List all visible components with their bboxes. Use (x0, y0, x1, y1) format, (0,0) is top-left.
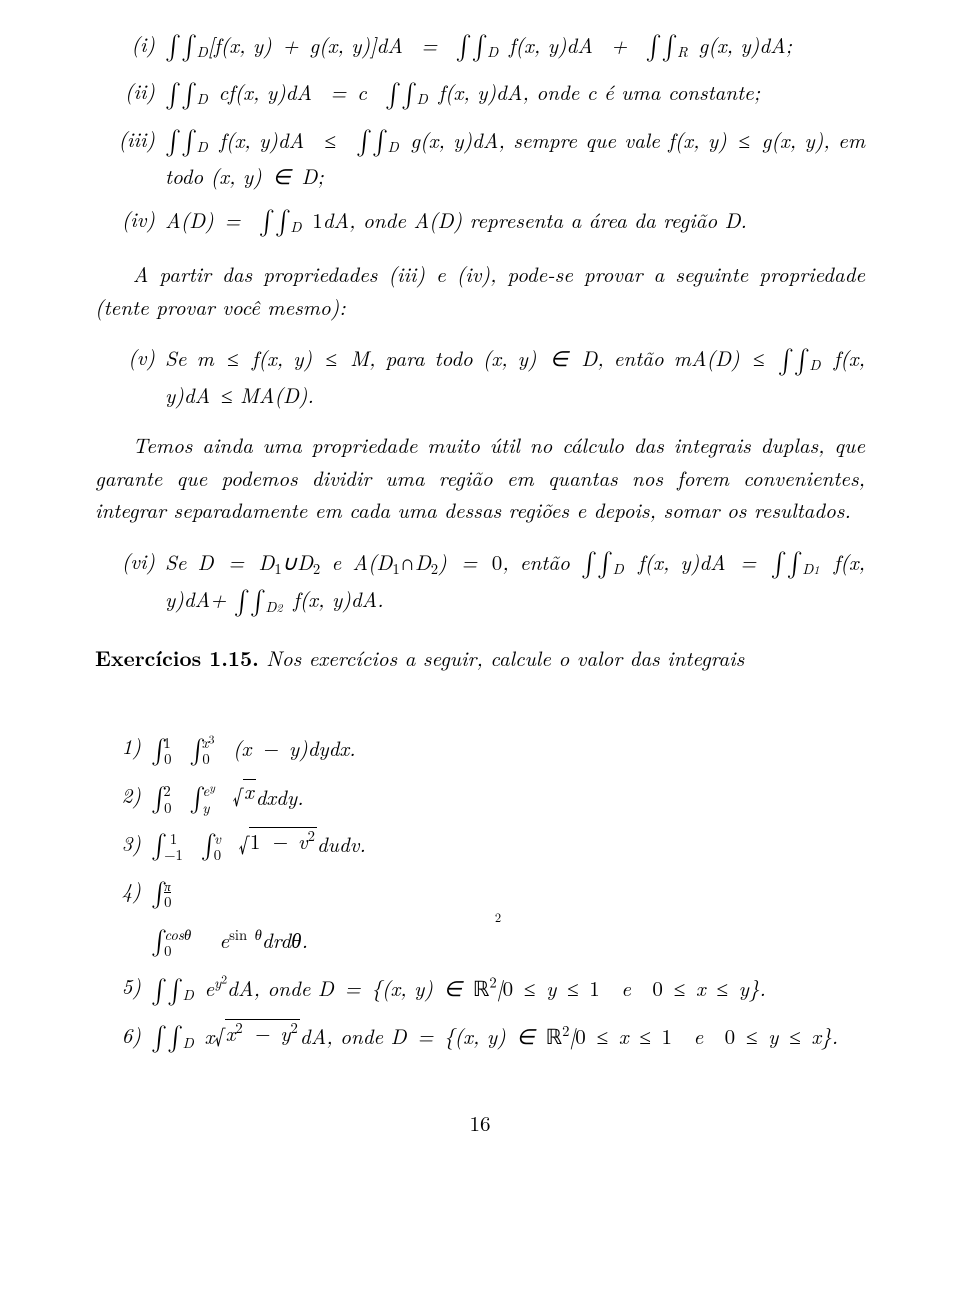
paragraph-1: A partir das propriedades (iii) e (iv), … (95, 258, 865, 323)
body-iii: ∫∫D f(x, y)dA ≤ ∫∫D g(x, y)dA, sempre qu… (165, 123, 865, 193)
marker-e6: 6) (95, 1019, 151, 1056)
body-e5: ∫∫D ey2dA, onde D = {(x, y) ∈ ℝ2|0 ≤ y ≤… (151, 970, 865, 1008)
marker-ii: (ii) (95, 75, 165, 112)
body-vi: Se D = D1∪D2 e A(D1∩D2) = 0, então ∫∫D f… (165, 545, 865, 620)
text-v-mid: , para todo (369, 343, 483, 373)
body-e1: ∫01 ∫0x3 (x − y)dydx. (151, 730, 865, 768)
exercise-3: 3) ∫−11 ∫0v √1 − v2dudv. (95, 827, 865, 864)
list-item-i: (i) ∫∫D[f(x, y) + g(x, y)]dA = ∫∫D f(x, … (95, 28, 865, 65)
ex-label: Exercícios 1.15. (95, 643, 259, 673)
body-e2: ∫02 ∫yey √xdxdy. (151, 779, 865, 817)
marker-v: (v) (95, 341, 165, 411)
body-e3: ∫−11 ∫0v √1 − v2dudv. (151, 827, 865, 864)
paragraph-2: Temos ainda uma propriedade muito útil n… (95, 429, 865, 527)
exercise-2: 2) ∫02 ∫yey √xdxdy. (95, 779, 865, 817)
marker-e5: 5) (95, 970, 151, 1008)
list-item-ii: (ii) ∫∫D cf(x, y)dA = c ∫∫D f(x, y)dA, o… (95, 75, 865, 112)
exercise-6: 6) ∫∫D x√x2 − y2dA, onde D = {(x, y) ∈ ℝ… (95, 1019, 865, 1056)
marker-e2: 2) (95, 779, 151, 817)
body-i: ∫∫D[f(x, y) + g(x, y)]dA = ∫∫D f(x, y)dA… (165, 28, 865, 65)
marker-vi: (vi) (95, 545, 165, 620)
marker-iii: (iii) (95, 123, 165, 193)
text-v-lead: Se (165, 343, 197, 373)
text-ii-tail: , onde c é uma constante; (522, 77, 760, 107)
body-iv: A(D) = ∫∫D 1dA, onde A(D) representa a á… (165, 203, 865, 240)
marker-e1: 1) (95, 730, 151, 768)
page: (i) ∫∫D[f(x, y) + g(x, y)]dA = ∫∫D f(x, … (0, 0, 960, 1315)
list-item-iii: (iii) ∫∫D f(x, y)dA ≤ ∫∫D g(x, y)dA, sem… (95, 123, 865, 193)
body-ii: ∫∫D cf(x, y)dA = c ∫∫D f(x, y)dA, onde c… (165, 75, 865, 112)
page-number: 16 (95, 1108, 865, 1138)
text-iii-c: ; (317, 161, 323, 191)
text-e6-onde: , onde (326, 1021, 390, 1051)
body-v: Se m ≤ f(x, y) ≤ M, para todo (x, y) ∈ D… (165, 341, 865, 411)
list-item-vi: (vi) Se D = D1∪D2 e A(D1∩D2) = 0, então … (95, 545, 865, 620)
list-item-iv: (iv) A(D) = ∫∫D 1dA, onde A(D) represent… (95, 203, 865, 240)
text-iii-a: , sempre que vale (498, 125, 668, 155)
body-e4: ∫0π2 ∫0cosθ esin θdrdθ. (151, 874, 865, 960)
ex-text: Nos exercícios a seguir, calcule o valor… (259, 643, 744, 673)
body-e6: ∫∫D x√x2 − y2dA, onde D = {(x, y) ∈ ℝ2|0… (151, 1019, 865, 1056)
exercise-5: 5) ∫∫D ey2dA, onde D = {(x, y) ∈ ℝ2|0 ≤ … (95, 970, 865, 1008)
marker-i: (i) (95, 28, 165, 65)
text-vi-and: e (320, 547, 352, 577)
text-e5-onde: , onde (253, 973, 317, 1003)
exercicios-line: Exercícios 1.15. Nos exercícios a seguir… (95, 642, 865, 675)
text-v-then: , então (597, 343, 674, 373)
marker-e3: 3) (95, 827, 151, 864)
marker-iv: (iv) (95, 203, 165, 240)
text-vi-lead: Se (165, 547, 198, 577)
text-iv-tail: , onde A(D) representa a área da região … (349, 205, 747, 235)
exercise-1: 1) ∫01 ∫0x3 (x − y)dydx. (95, 730, 865, 768)
spacer (95, 702, 865, 720)
text-vi-then: , então (502, 547, 581, 577)
exercise-4: 4) ∫0π2 ∫0cosθ esin θdrdθ. (95, 874, 865, 960)
list-item-v: (v) Se m ≤ f(x, y) ≤ M, para todo (x, y)… (95, 341, 865, 411)
